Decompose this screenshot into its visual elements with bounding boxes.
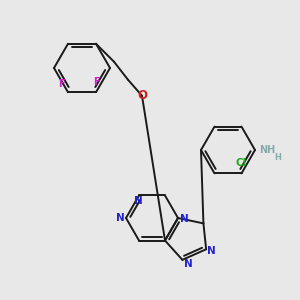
Text: N: N xyxy=(116,213,125,223)
Text: H: H xyxy=(274,153,281,162)
Text: NH: NH xyxy=(259,145,275,155)
Text: N: N xyxy=(134,196,142,206)
Text: N: N xyxy=(184,259,193,269)
Text: F: F xyxy=(58,79,65,89)
Text: N: N xyxy=(180,214,189,224)
Text: N: N xyxy=(207,246,216,256)
Text: F: F xyxy=(93,77,99,87)
Text: O: O xyxy=(137,89,147,102)
Text: Cl: Cl xyxy=(236,158,247,168)
